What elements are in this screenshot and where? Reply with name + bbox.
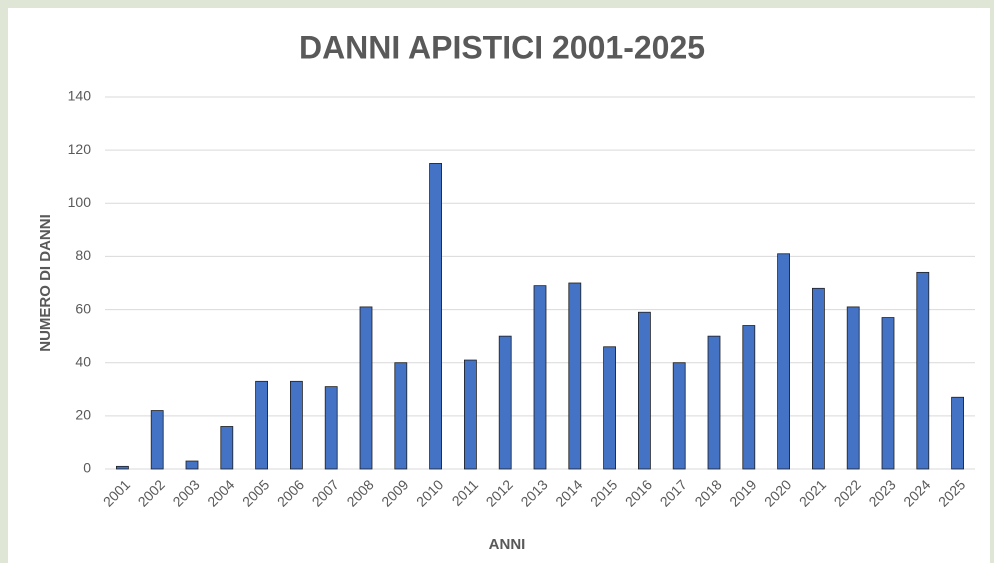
bar bbox=[359, 306, 373, 470]
chart-title: DANNI APISTICI 2001-2025 bbox=[299, 29, 705, 65]
chart-background bbox=[8, 8, 990, 563]
y-axis-label: NUMERO DI DANNI bbox=[37, 214, 54, 352]
bar bbox=[463, 359, 477, 470]
bar bbox=[707, 335, 721, 470]
bar bbox=[846, 306, 860, 470]
bar bbox=[533, 285, 547, 470]
bar bbox=[289, 380, 303, 470]
y-tick-label: 100 bbox=[68, 194, 92, 210]
bar bbox=[672, 362, 686, 470]
y-tick-label: 140 bbox=[68, 88, 92, 104]
bar bbox=[951, 396, 964, 470]
y-tick-label: 60 bbox=[75, 300, 91, 316]
bar bbox=[185, 460, 199, 470]
bar bbox=[603, 346, 616, 470]
bar bbox=[220, 426, 234, 470]
bar bbox=[742, 325, 756, 470]
bar bbox=[881, 317, 895, 470]
bar bbox=[324, 386, 338, 470]
y-tick-label: 20 bbox=[75, 407, 91, 423]
bar bbox=[429, 163, 443, 470]
bar bbox=[150, 410, 164, 470]
bar bbox=[255, 380, 269, 470]
bar bbox=[916, 271, 930, 470]
y-tick-label: 120 bbox=[68, 141, 92, 157]
bar bbox=[498, 335, 512, 470]
y-tick-label: 0 bbox=[83, 460, 91, 476]
y-tick-label: 80 bbox=[75, 247, 91, 263]
bar bbox=[568, 282, 582, 470]
x-axis-label: ANNI bbox=[489, 536, 526, 553]
bar bbox=[777, 253, 790, 470]
bar bbox=[638, 311, 651, 470]
bar bbox=[116, 465, 129, 470]
bar bbox=[812, 287, 825, 470]
bar bbox=[394, 362, 408, 470]
y-tick-label: 40 bbox=[75, 353, 91, 369]
